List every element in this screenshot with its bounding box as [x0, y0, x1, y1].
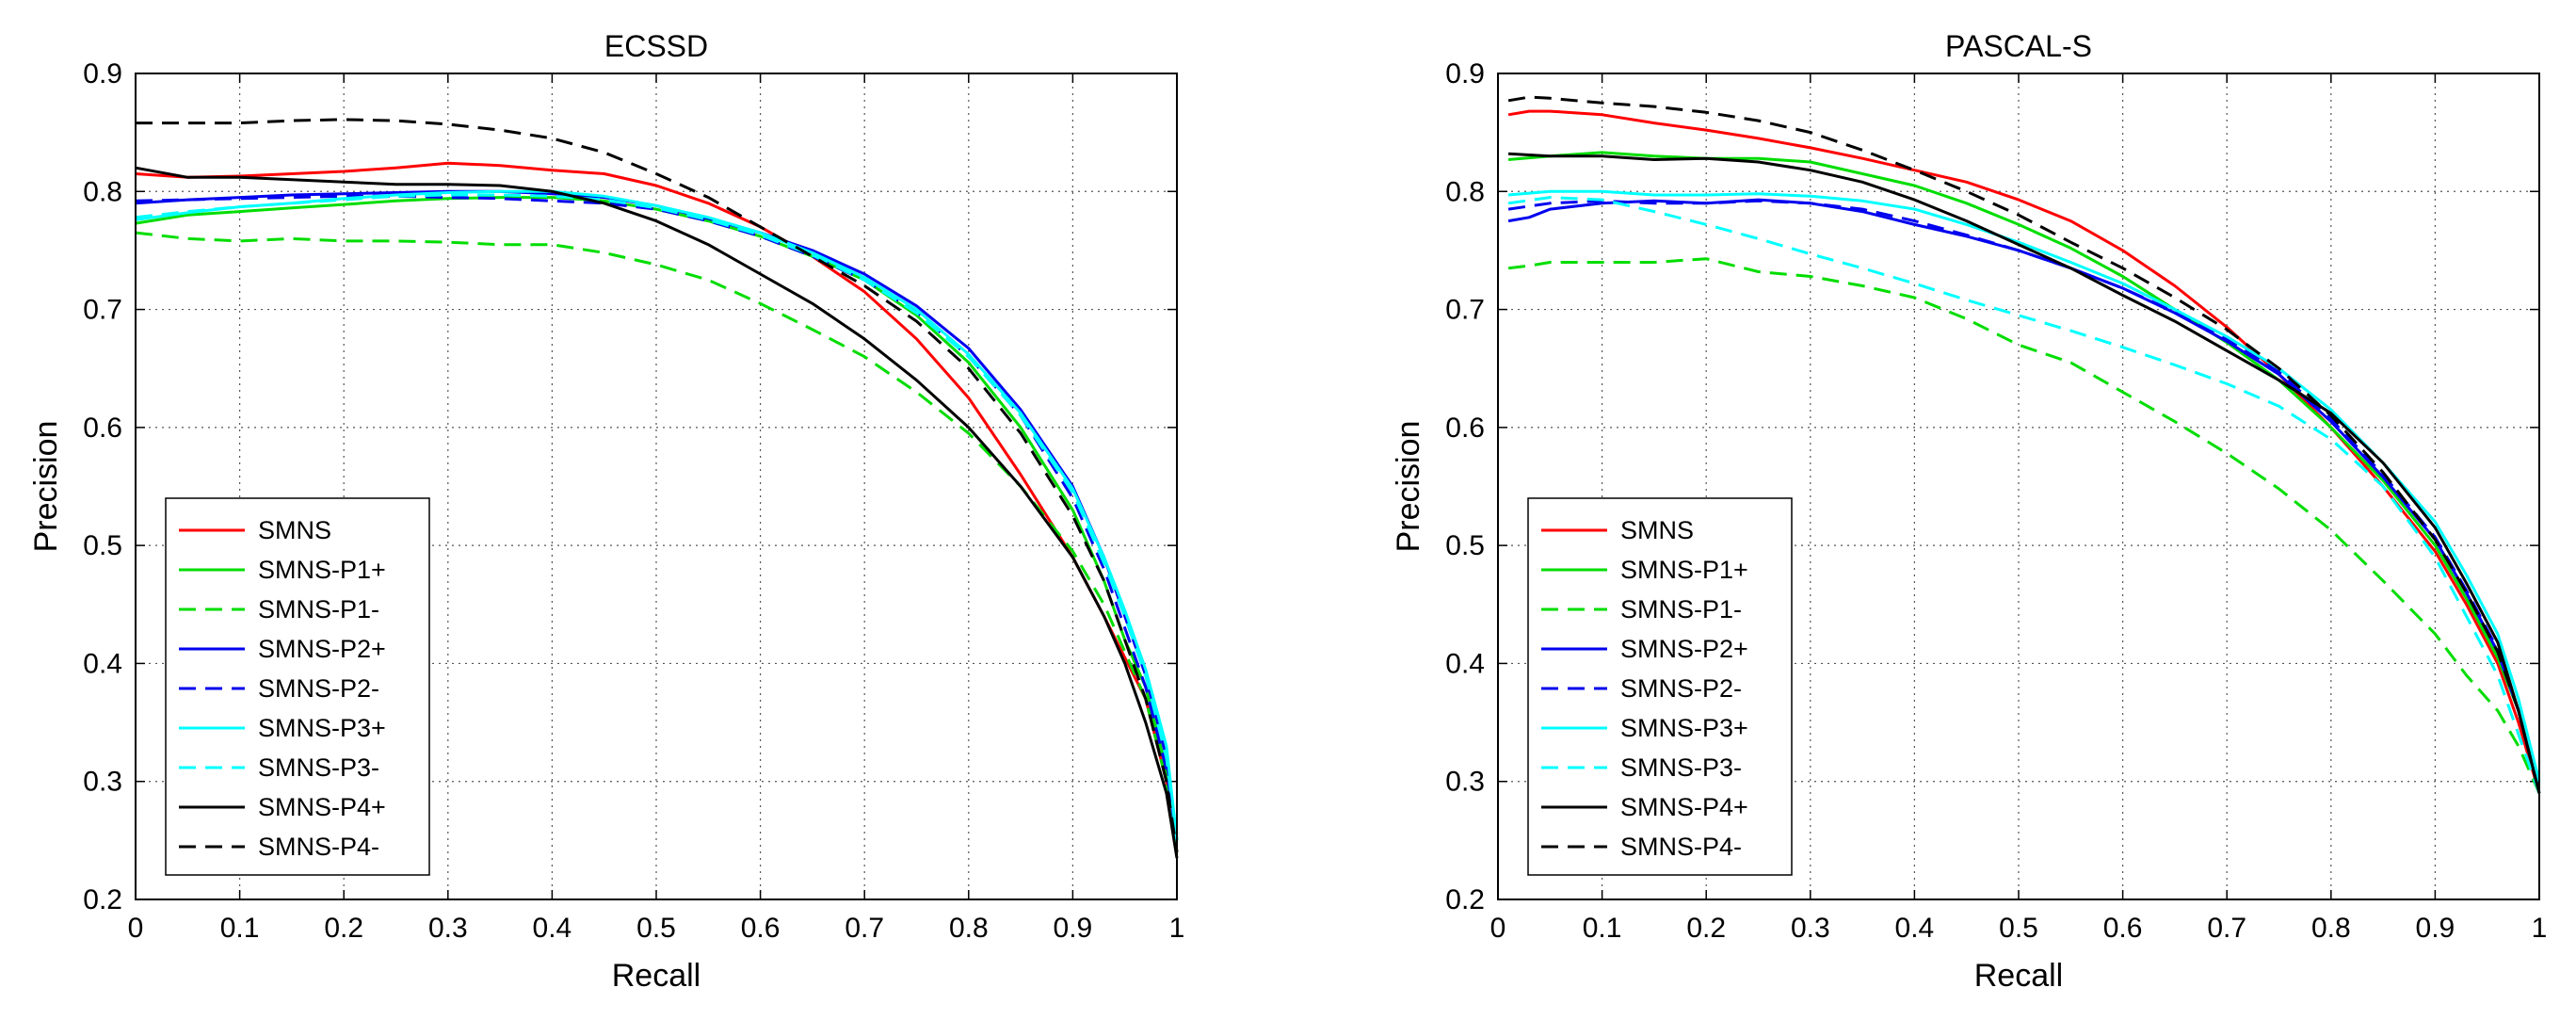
x-tick-label: 0.2 — [1686, 913, 1726, 944]
x-tick-label: 0.8 — [2311, 913, 2351, 944]
legend-label: SMNS-P3+ — [1620, 714, 1748, 742]
chart-title: ECSSD — [604, 29, 708, 63]
y-tick-label: 0.2 — [83, 884, 122, 915]
legend-label: SMNS-P1- — [258, 595, 379, 623]
x-tick-label: 0.9 — [2416, 913, 2455, 944]
series-line-smns-p3+ — [1507, 189, 2541, 783]
chart-title: PASCAL-S — [1945, 29, 2092, 63]
legend-label: SMNS-P3- — [258, 753, 379, 782]
series-line-smns-p2- — [135, 194, 1179, 841]
series-line-smns-p3- — [135, 193, 1179, 841]
y-axis-label: Precision — [1391, 421, 1426, 553]
x-axis-label: Recall — [1974, 958, 2063, 994]
x-tick-label: 0.7 — [845, 913, 884, 944]
legend-label: SMNS-P2+ — [1620, 635, 1748, 663]
series-line-smns-p4- — [136, 118, 1179, 853]
y-tick-label: 0.8 — [83, 176, 122, 207]
x-tick-label: 0.1 — [220, 913, 260, 944]
x-tick-label: 0 — [128, 913, 144, 944]
chart-panel-1: 0 0.1 0.2 0.3 0.4 0.5 0.6 0.7 0.8 0.9 1 0.2 0.3 0.4 0.… — [28, 29, 1184, 994]
y-tick-label: 0.3 — [83, 767, 122, 798]
series-line-smns-p3- — [1507, 196, 2541, 794]
x-tick-label: 0.6 — [2103, 913, 2143, 944]
series-line-smns — [1507, 109, 2541, 794]
legend-label: SMNS — [1620, 516, 1694, 544]
series-line-smns-p4+ — [135, 166, 1179, 859]
x-tick-label: 1 — [2532, 913, 2548, 944]
legend: SMNS SMNS-P1+ SMNS-P1- SMNS-P2+ SMNS-P2- SMNS… — [165, 497, 430, 876]
y-tick-label: 0.9 — [83, 58, 122, 89]
x-tick-label: 0.1 — [1583, 913, 1622, 944]
x-tick-label: 0.5 — [636, 913, 676, 944]
y-tick-label: 0.5 — [1445, 530, 1485, 561]
y-tick-label: 0.6 — [83, 413, 122, 444]
x-tick-label: 0.6 — [741, 913, 781, 944]
y-tick-label: 0.4 — [83, 648, 122, 679]
series-line-smns-p1- — [1507, 257, 2541, 794]
x-tick-label: 0.2 — [324, 913, 363, 944]
y-tick-label: 0.4 — [1445, 648, 1485, 679]
legend-label: SMNS-P4- — [258, 833, 379, 861]
legend-label: SMNS-P1+ — [1620, 556, 1748, 584]
legend: SMNS SMNS-P1+ SMNS-P1- SMNS-P2+ SMNS-P2- SMNS… — [1527, 497, 1793, 876]
x-tick-label: 0 — [1490, 913, 1506, 944]
y-tick-label: 0.8 — [1445, 176, 1485, 207]
x-tick-label: 0.9 — [1054, 913, 1093, 944]
x-tick-label: 0.7 — [2207, 913, 2246, 944]
legend-label: SMNS-P4+ — [258, 793, 386, 821]
chart-panel-2: 0 0.1 0.2 0.3 0.4 0.5 0.6 0.7 0.8 0.9 1 0.2 0.3 0.4 0.… — [1391, 29, 2547, 994]
x-tick-label: 0.5 — [1999, 913, 2038, 944]
legend-box — [1527, 497, 1793, 876]
legend-label: SMNS-P3+ — [258, 714, 386, 742]
y-tick-label: 0.7 — [1445, 295, 1485, 326]
y-tick-label: 0.2 — [1445, 884, 1485, 915]
legend-label: SMNS-P2- — [258, 674, 379, 703]
x-tick-label: 0.4 — [533, 913, 572, 944]
y-tick-label: 0.6 — [1445, 413, 1485, 444]
legend-label: SMNS-P1- — [1620, 595, 1742, 623]
y-tick-label: 0.9 — [1445, 58, 1485, 89]
legend-label: SMNS-P2+ — [258, 635, 386, 663]
series-line-smns-p1- — [135, 231, 1179, 853]
legend-label: SMNS-P1+ — [258, 556, 386, 584]
legend-label: SMNS-P2- — [1620, 674, 1742, 703]
series-line-smns-p4+ — [1508, 152, 2541, 794]
legend-label: SMNS-P4+ — [1620, 793, 1748, 821]
y-tick-label: 0.3 — [1445, 767, 1485, 798]
x-tick-label: 0.3 — [1791, 913, 1830, 944]
axes-box — [1497, 73, 2540, 900]
series-line-smns-p4- — [1507, 95, 2541, 794]
x-axis-label: Recall — [612, 958, 700, 994]
axes-box — [135, 73, 1178, 900]
legend-box — [165, 497, 430, 876]
legend-label: SMNS-P4- — [1620, 833, 1742, 861]
legend-label: SMNS — [258, 516, 331, 544]
x-tick-label: 1 — [1169, 913, 1185, 944]
x-tick-label: 0.3 — [428, 913, 468, 944]
y-tick-label: 0.7 — [83, 295, 122, 326]
legend-label: SMNS-P3- — [1620, 753, 1742, 782]
y-tick-label: 0.5 — [83, 530, 122, 561]
x-tick-label: 0.4 — [1895, 913, 1935, 944]
x-tick-label: 0.8 — [949, 913, 989, 944]
y-axis-label: Precision — [28, 421, 64, 553]
